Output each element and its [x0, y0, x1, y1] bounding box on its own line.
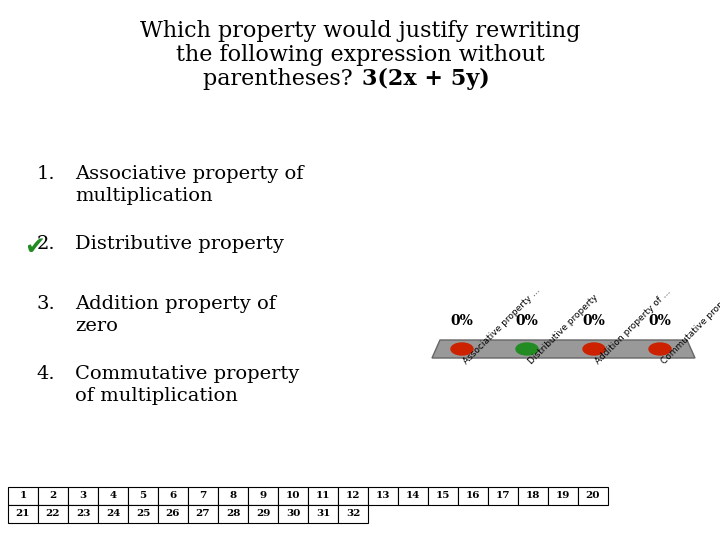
Text: 18: 18 [526, 491, 540, 501]
Bar [488, 487, 518, 505]
Text: 24: 24 [106, 510, 120, 518]
Bar [338, 487, 368, 505]
Text: Commutative property: Commutative property [75, 365, 300, 383]
Text: 25: 25 [136, 510, 150, 518]
Text: 0%: 0% [516, 314, 539, 328]
Text: 26: 26 [166, 510, 180, 518]
Bar [128, 505, 158, 523]
Text: 5: 5 [140, 491, 147, 501]
Bar [218, 487, 248, 505]
Bar [158, 505, 188, 523]
Bar [278, 487, 308, 505]
Bar [68, 505, 98, 523]
Bar [158, 487, 188, 505]
Bar [218, 505, 248, 523]
Text: 23: 23 [76, 510, 90, 518]
Bar [248, 505, 278, 523]
Bar [38, 505, 68, 523]
Bar [188, 505, 218, 523]
Text: 8: 8 [230, 491, 237, 501]
Text: 21: 21 [16, 510, 30, 518]
Ellipse shape [516, 343, 538, 355]
Text: Commutative propert...: Commutative propert... [660, 285, 720, 366]
Text: 3.: 3. [36, 295, 55, 313]
Text: 32: 32 [346, 510, 360, 518]
Bar [188, 487, 218, 505]
Bar [578, 487, 608, 505]
Text: 7: 7 [199, 491, 207, 501]
Text: 30: 30 [286, 510, 300, 518]
Text: 3: 3 [79, 491, 86, 501]
Polygon shape [432, 340, 695, 358]
Text: 10: 10 [286, 491, 300, 501]
Text: zero: zero [75, 317, 118, 335]
Text: 13: 13 [376, 491, 390, 501]
Text: 31: 31 [316, 510, 330, 518]
Ellipse shape [583, 343, 605, 355]
Bar [98, 505, 128, 523]
Bar [308, 487, 338, 505]
Text: 19: 19 [556, 491, 570, 501]
Text: parentheses?: parentheses? [203, 68, 360, 90]
Text: 22: 22 [46, 510, 60, 518]
Text: Distributive property: Distributive property [75, 235, 284, 253]
Text: 11: 11 [316, 491, 330, 501]
Bar [548, 487, 578, 505]
Text: Distributive property: Distributive property [527, 293, 600, 366]
Text: Which property would justify rewriting: Which property would justify rewriting [140, 20, 580, 42]
Bar [458, 487, 488, 505]
Bar [248, 487, 278, 505]
Bar [368, 487, 398, 505]
Bar [518, 487, 548, 505]
Text: 2.: 2. [37, 235, 55, 253]
Text: 3(2x + 5y): 3(2x + 5y) [362, 68, 490, 90]
Text: 16: 16 [466, 491, 480, 501]
Bar [98, 487, 128, 505]
Text: 9: 9 [259, 491, 266, 501]
Bar [398, 487, 428, 505]
Text: 27: 27 [196, 510, 210, 518]
Text: 2: 2 [50, 491, 57, 501]
Text: 6: 6 [169, 491, 176, 501]
Bar [68, 487, 98, 505]
Text: 20: 20 [586, 491, 600, 501]
Text: 0%: 0% [582, 314, 606, 328]
Bar [308, 505, 338, 523]
Text: 0%: 0% [451, 314, 474, 328]
Text: Associative property of: Associative property of [75, 165, 304, 183]
Text: 12: 12 [346, 491, 360, 501]
Text: 4.: 4. [37, 365, 55, 383]
Text: 28: 28 [226, 510, 240, 518]
Text: 17: 17 [496, 491, 510, 501]
Text: 14: 14 [406, 491, 420, 501]
Bar [338, 505, 368, 523]
Text: Addition property of ...: Addition property of ... [594, 287, 673, 366]
Bar [128, 487, 158, 505]
Text: 15: 15 [436, 491, 450, 501]
Text: of multiplication: of multiplication [75, 387, 238, 405]
Text: 0%: 0% [649, 314, 672, 328]
Text: 4: 4 [109, 491, 117, 501]
Bar [428, 487, 458, 505]
Text: 1: 1 [19, 491, 27, 501]
Bar [278, 505, 308, 523]
Text: 1.: 1. [37, 165, 55, 183]
Ellipse shape [649, 343, 671, 355]
Text: 29: 29 [256, 510, 270, 518]
Bar [8, 505, 38, 523]
Bar [8, 487, 38, 505]
Text: multiplication: multiplication [75, 187, 212, 205]
Bar [38, 487, 68, 505]
Text: Associative property ...: Associative property ... [462, 286, 542, 366]
Text: Addition property of: Addition property of [75, 295, 276, 313]
Text: the following expression without: the following expression without [176, 44, 544, 66]
Text: ✔: ✔ [24, 235, 45, 259]
Ellipse shape [451, 343, 473, 355]
